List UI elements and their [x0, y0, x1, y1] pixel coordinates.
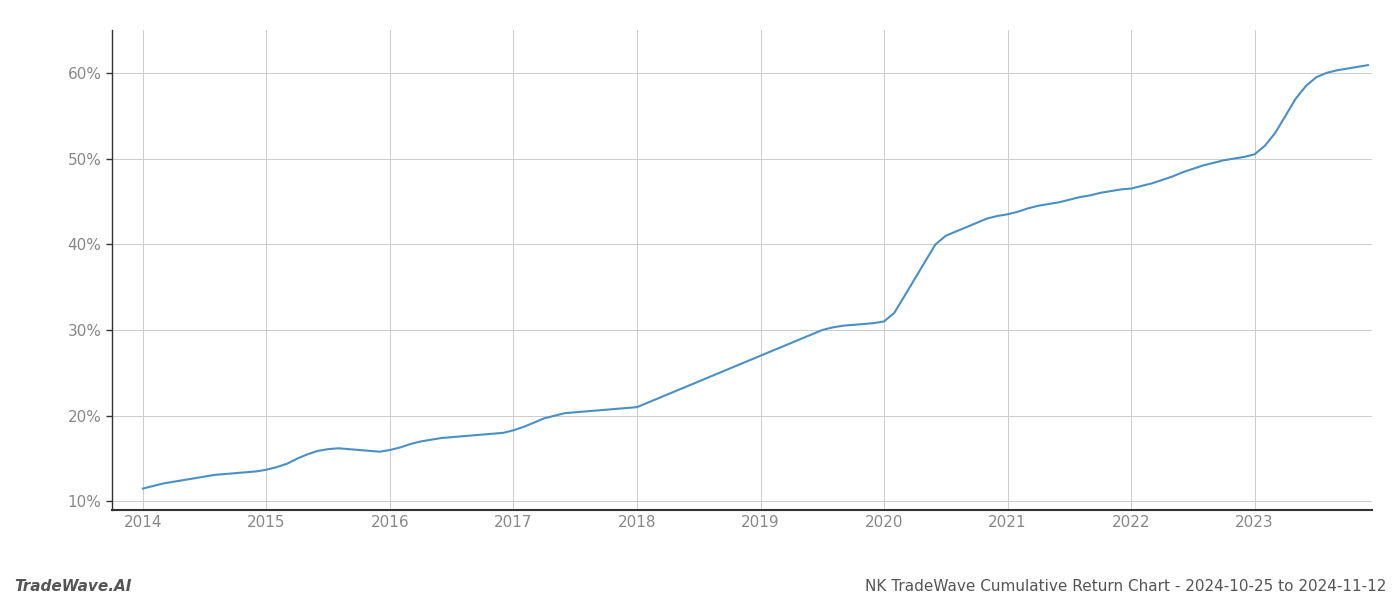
- Text: TradeWave.AI: TradeWave.AI: [14, 579, 132, 594]
- Text: NK TradeWave Cumulative Return Chart - 2024-10-25 to 2024-11-12: NK TradeWave Cumulative Return Chart - 2…: [865, 579, 1386, 594]
